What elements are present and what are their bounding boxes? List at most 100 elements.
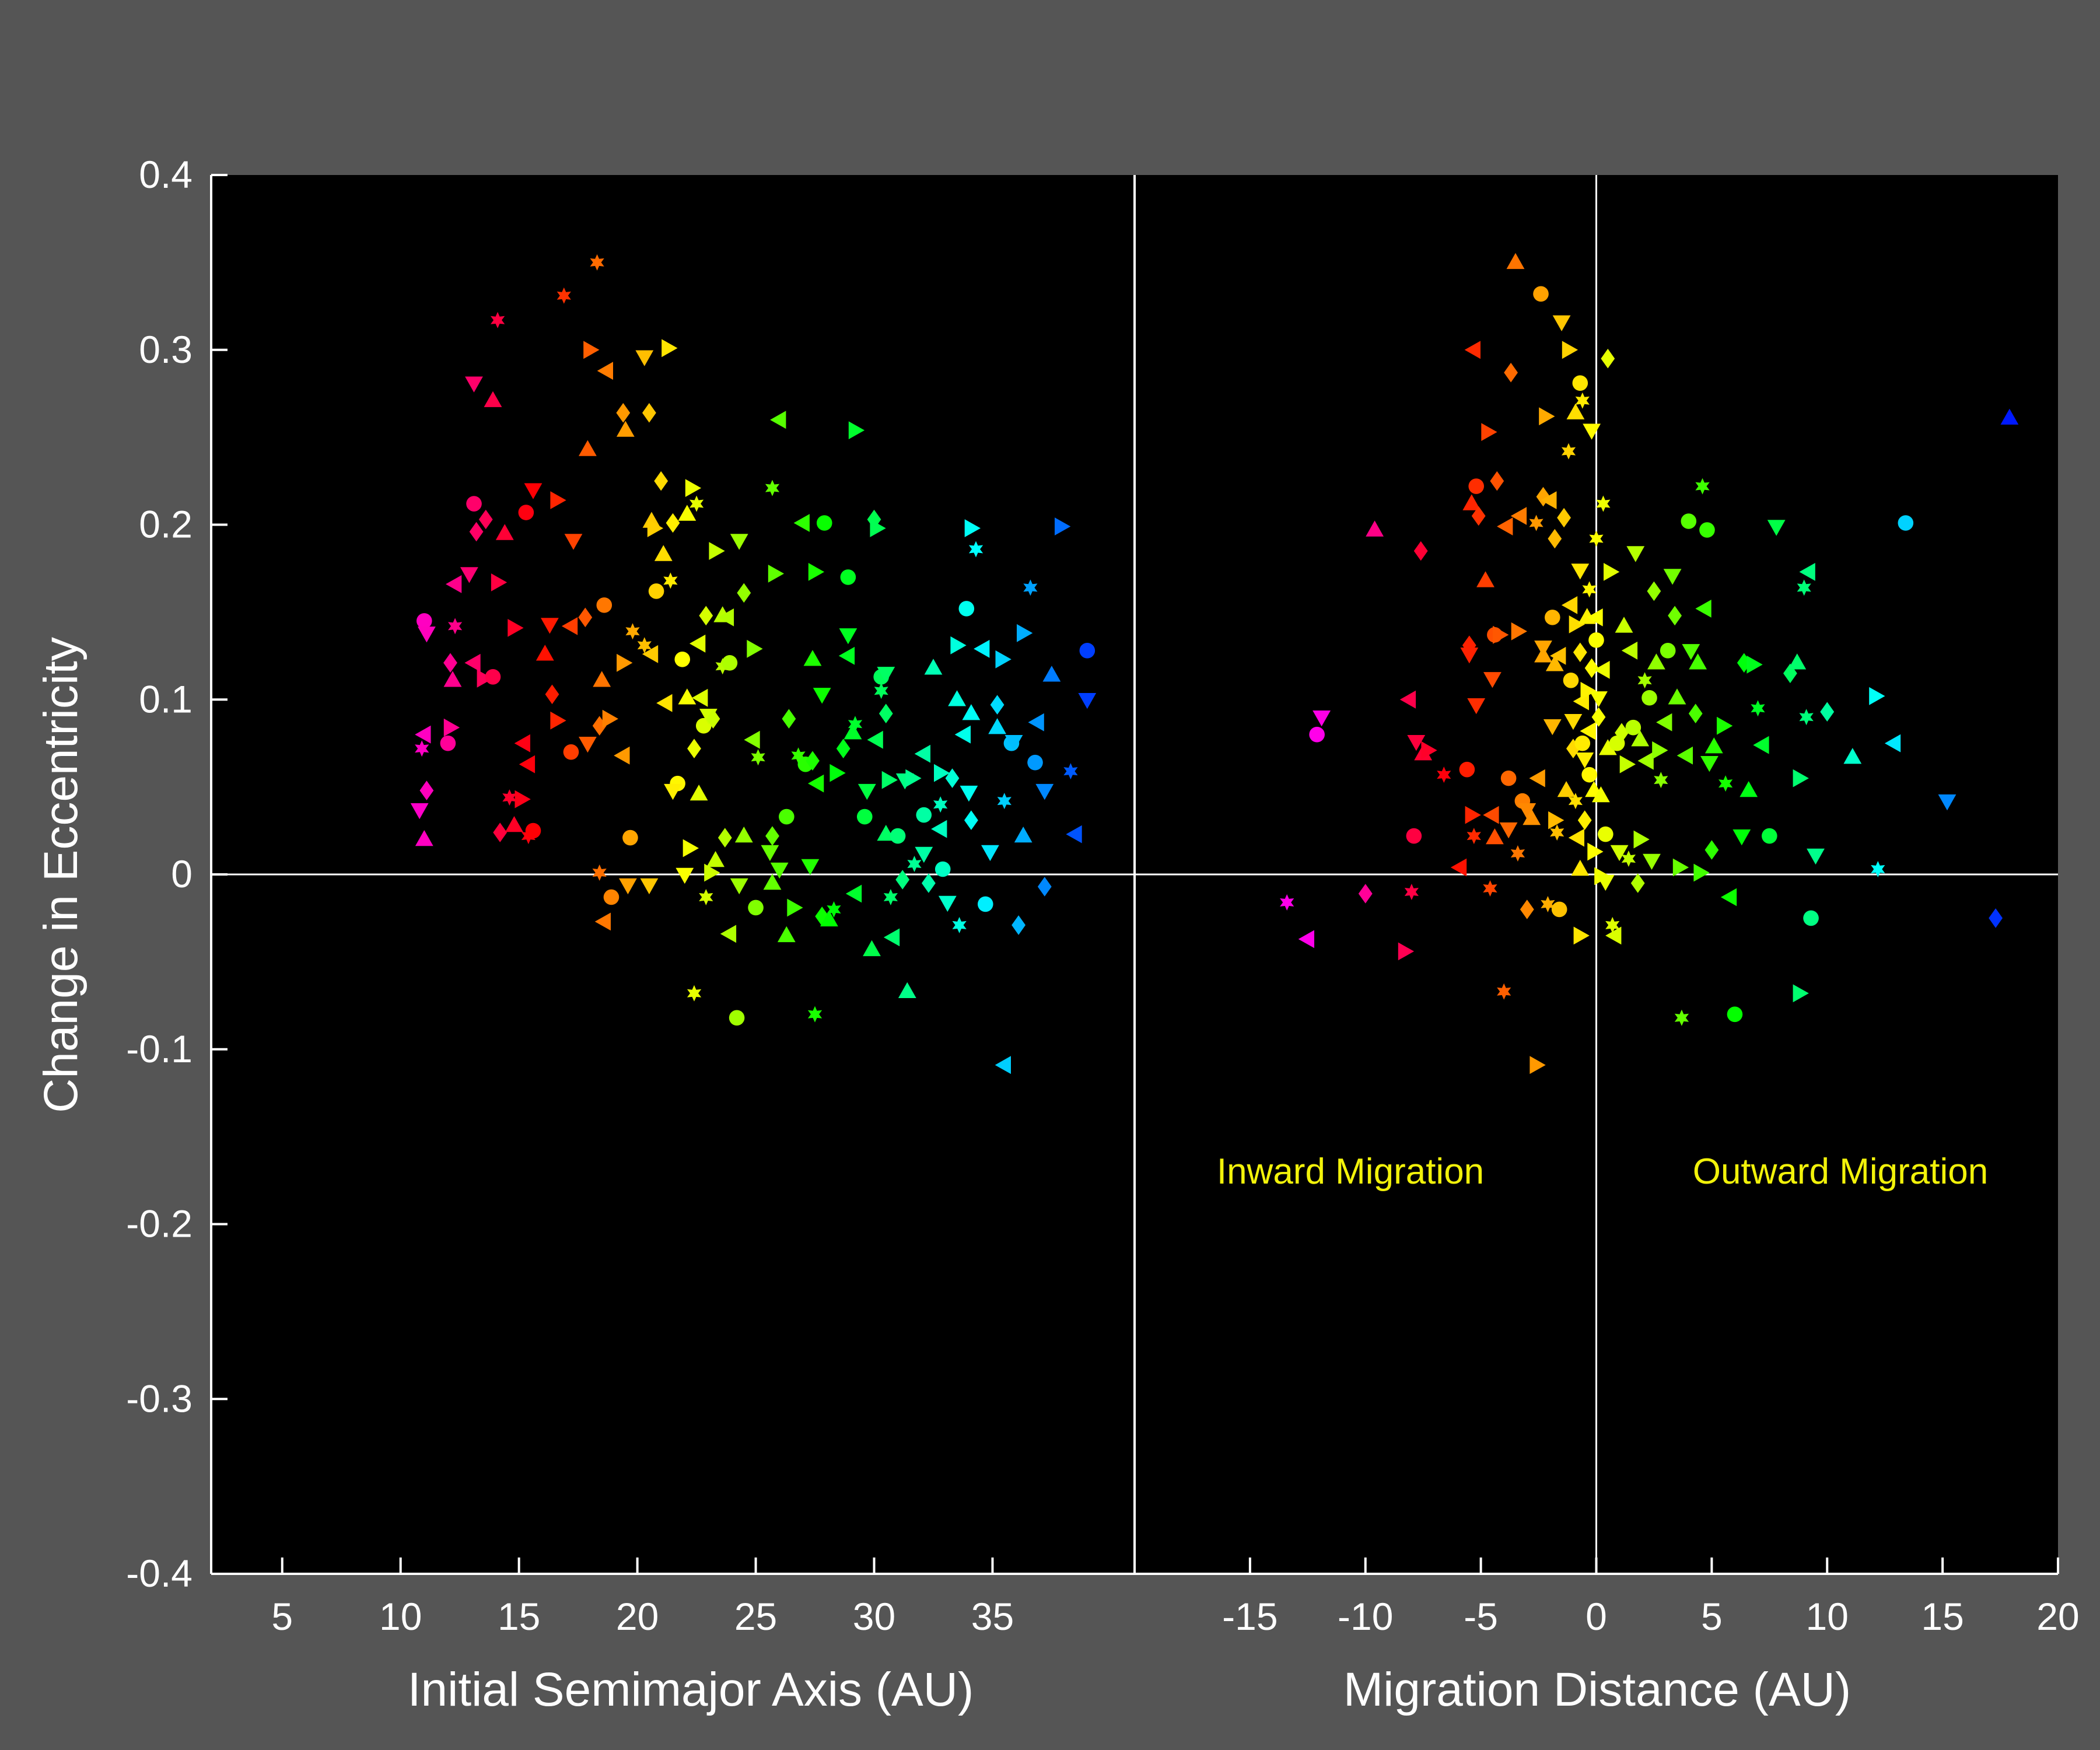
data-point-triangle-down: [564, 534, 583, 550]
x-tick-label: 10: [1806, 1595, 1849, 1638]
data-point-diamond: [922, 873, 936, 893]
data-point-circle: [977, 896, 993, 912]
data-point-circle: [603, 889, 620, 905]
data-point-triangle-left: [1676, 746, 1693, 765]
data-point-star: [1497, 983, 1511, 1000]
data-point-triangle-left: [1695, 600, 1712, 618]
data-point-diamond: [493, 822, 508, 842]
data-point-diamond: [642, 402, 656, 423]
data-point-diamond: [1520, 900, 1534, 919]
data-point-triangle-up: [1689, 653, 1707, 670]
data-point-circle: [1459, 761, 1475, 778]
data-point-triangle-down: [1483, 672, 1502, 688]
data-point-circle: [722, 655, 738, 671]
data-point-triangle-right: [491, 573, 508, 592]
data-point-triangle-left: [1753, 736, 1769, 754]
x-tick-label: 5: [271, 1595, 293, 1638]
data-point-triangle-down: [813, 688, 831, 704]
data-point-triangle-left: [561, 617, 578, 635]
data-point-triangle-left: [594, 912, 611, 931]
data-point-star: [1404, 884, 1419, 900]
data-point-diamond: [964, 810, 978, 830]
data-point-triangle-up: [803, 650, 822, 666]
data-point-circle: [466, 496, 482, 512]
data-point-triangle-left: [1399, 690, 1416, 709]
data-point-diamond: [443, 653, 457, 673]
data-point-triangle-left: [1066, 825, 1082, 844]
data-point-star: [592, 864, 607, 881]
data-point-triangle-down: [839, 628, 858, 645]
data-point-diamond: [1413, 541, 1428, 561]
data-point-triangle-up: [2000, 408, 2019, 425]
data-point-star: [1799, 709, 1814, 726]
data-point-triangle-up: [678, 505, 696, 521]
data-point-triangle-down: [730, 878, 748, 895]
data-point-triangle-down: [1700, 756, 1718, 772]
data-point-circle: [518, 505, 534, 520]
data-point-diamond: [1615, 723, 1629, 743]
data-point-circle: [1406, 828, 1422, 844]
data-point-circle: [416, 613, 432, 629]
data-point-triangle-left: [692, 688, 708, 707]
data-point-triangle-right: [1793, 984, 1809, 1003]
data-point-diamond: [666, 513, 680, 533]
data-point-triangle-down: [960, 785, 978, 802]
data-point-star: [1561, 443, 1576, 460]
data-point-star: [1654, 772, 1668, 789]
data-point-triangle-right: [709, 542, 725, 560]
data-point-star: [491, 312, 505, 328]
data-point-circle: [1727, 1006, 1743, 1023]
data-point-triangle-down: [1564, 714, 1583, 730]
data-point-triangle-up: [443, 671, 462, 687]
data-point-triangle-down: [1499, 822, 1518, 839]
data-point-triangle-up: [763, 873, 782, 890]
data-point-diamond: [765, 826, 779, 846]
data-point-triangle-right: [508, 619, 524, 637]
y-tick-label: 0.4: [139, 153, 192, 196]
data-point-triangle-left: [720, 925, 737, 943]
data-point-triangle-up: [863, 940, 881, 957]
data-point-triangle-up: [1740, 781, 1758, 797]
y-tick-label: -0.2: [126, 1202, 192, 1245]
data-point-star: [1637, 672, 1652, 689]
data-point-triangle-down: [1767, 520, 1786, 536]
data-point-triangle-right: [1717, 716, 1733, 735]
data-point-triangle-left: [1497, 517, 1513, 536]
data-point-triangle-left: [808, 774, 824, 793]
data-point-diamond: [737, 583, 751, 603]
data-point-triangle-right: [964, 519, 981, 537]
data-point-diamond: [1688, 704, 1703, 723]
data-point-star: [1529, 514, 1544, 531]
data-point-triangle-right: [934, 764, 950, 782]
data-point-diamond: [945, 768, 960, 788]
data-point-triangle-left: [1621, 641, 1638, 660]
data-point-circle: [1500, 770, 1517, 786]
data-point-circle: [525, 822, 541, 839]
data-point-circle: [1551, 901, 1567, 918]
data-point-circle: [648, 583, 664, 599]
data-point-triangle-right: [995, 650, 1012, 668]
data-point-triangle-up: [1647, 653, 1665, 670]
data-point-triangle-right: [477, 669, 493, 688]
data-point-triangle-right: [1569, 615, 1585, 634]
data-point-diamond: [1557, 508, 1571, 528]
data-point-triangle-up: [1631, 730, 1650, 747]
data-point-star: [715, 658, 730, 675]
data-point-triangle-left: [1510, 507, 1527, 525]
data-point-triangle-up: [948, 690, 966, 706]
data-point-triangle-up: [706, 850, 724, 867]
data-point-triangle-down: [761, 845, 779, 862]
data-point-triangle-right: [1619, 755, 1636, 774]
data-point-diamond: [1037, 877, 1052, 897]
data-point-triangle-left: [718, 608, 734, 626]
data-point-circle: [1581, 766, 1597, 783]
data-point-diamond: [699, 606, 713, 626]
data-point-circle: [1563, 672, 1579, 688]
data-point-triangle-up: [415, 830, 433, 846]
data-point-star: [1023, 579, 1038, 596]
data-point-diamond: [895, 870, 910, 890]
data-point-triangle-right: [905, 769, 922, 788]
data-point-triangle-right: [1633, 830, 1650, 849]
x-tick-label: -10: [1338, 1595, 1393, 1638]
data-point-circle: [1572, 375, 1588, 391]
